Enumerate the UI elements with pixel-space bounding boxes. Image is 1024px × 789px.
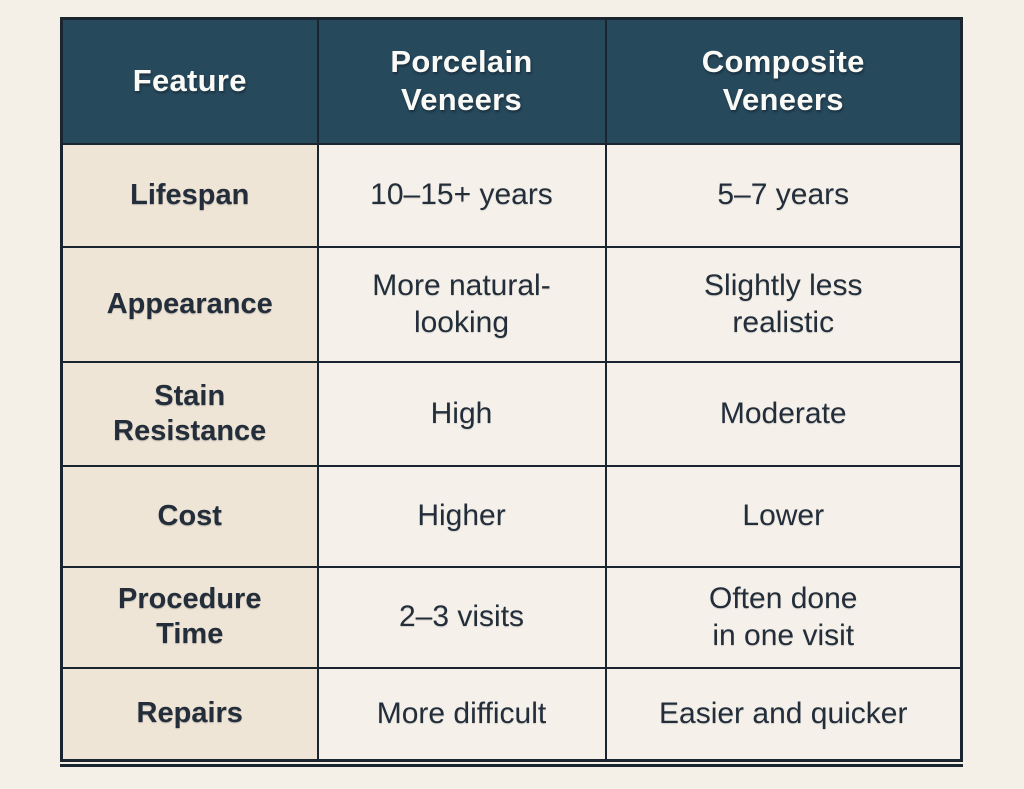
comparison-table-wrapper: Feature Porcelain Veneers Composite Vene… [60,17,963,767]
table-row-repairs: Repairs More difficult Easier and quicke… [60,666,963,762]
table-row-cost: Cost Higher Lower [60,464,963,568]
feature-label: Appearance [60,245,319,363]
feature-label: Repairs [60,666,319,762]
table-row-lifespan: Lifespan 10–15+ years 5–7 years [60,142,963,248]
composite-value: Slightly less realistic [604,245,963,363]
veneers-comparison-table: Feature Porcelain Veneers Composite Vene… [60,17,963,762]
table-row-stain-resistance: Stain Resistance High Moderate [60,360,963,467]
header-feature: Feature [60,17,319,145]
feature-label: Stain Resistance [60,360,319,467]
header-composite-veneers: Composite Veneers [604,17,963,145]
porcelain-value: Higher [316,464,607,568]
composite-value: Often done in one visit [604,565,963,669]
header-porcelain-veneers: Porcelain Veneers [316,17,607,145]
composite-value: 5–7 years [604,142,963,248]
table-row-procedure-time: Procedure Time 2–3 visits Often done in … [60,565,963,669]
composite-value: Lower [604,464,963,568]
porcelain-value: More difficult [316,666,607,762]
porcelain-value: More natural- looking [316,245,607,363]
feature-label: Lifespan [60,142,319,248]
composite-value: Moderate [604,360,963,467]
porcelain-value: 2–3 visits [316,565,607,669]
feature-label: Procedure Time [60,565,319,669]
header-row: Feature Porcelain Veneers Composite Vene… [60,17,963,145]
composite-value: Easier and quicker [604,666,963,762]
feature-label: Cost [60,464,319,568]
porcelain-value: High [316,360,607,467]
porcelain-value: 10–15+ years [316,142,607,248]
table-row-appearance: Appearance More natural- looking Slightl… [60,245,963,363]
